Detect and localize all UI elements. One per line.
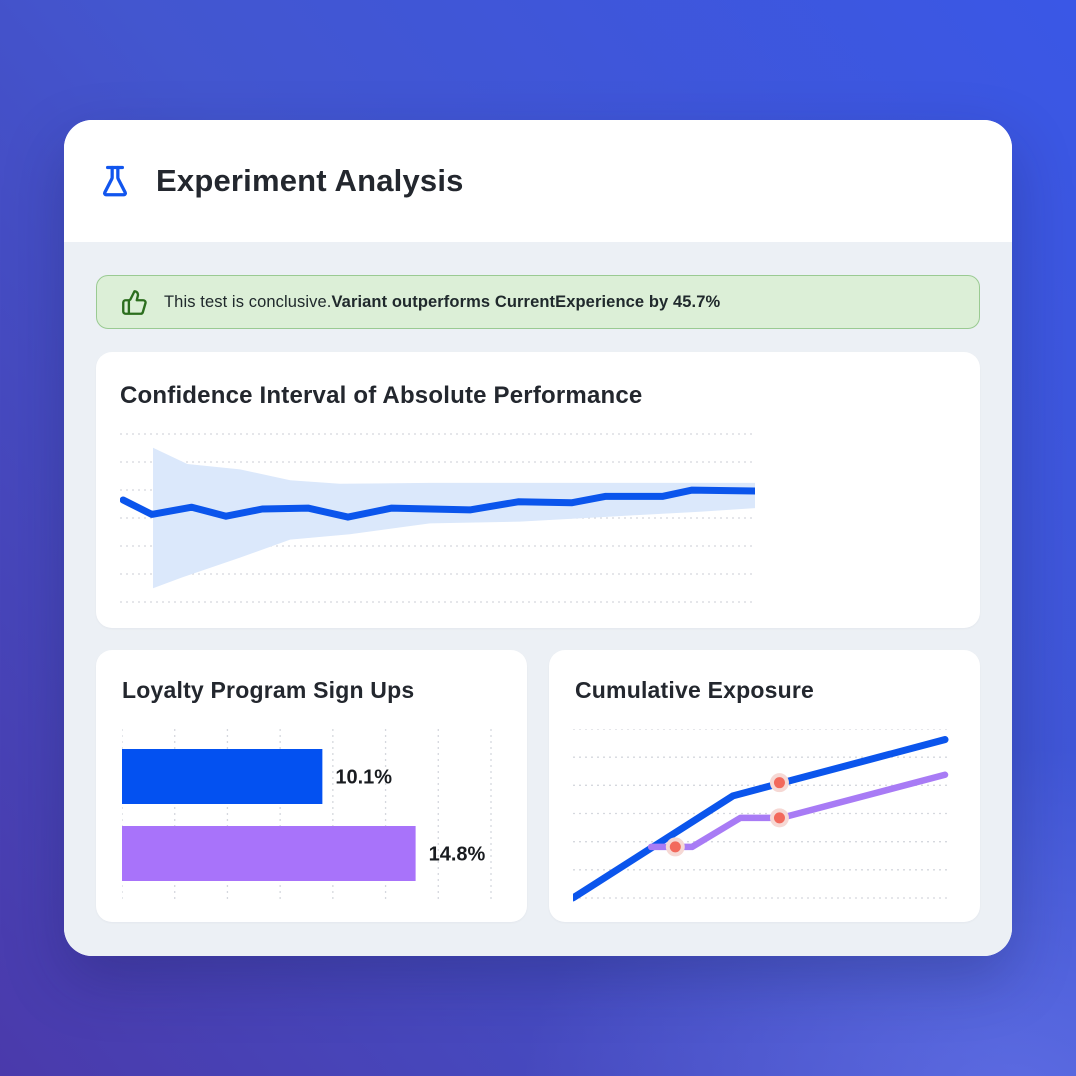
experiment-analysis-card: Experiment Analysis This test is conclus… xyxy=(64,120,1012,956)
confidence-chart xyxy=(120,428,755,608)
bar-label: 14.8% xyxy=(429,844,486,866)
banner-text: This test is conclusive.Variant outperfo… xyxy=(164,293,720,312)
exposure-chart xyxy=(573,729,955,905)
marker-dot xyxy=(669,841,681,853)
thumbs-up-icon xyxy=(121,289,148,316)
banner-text-bold: Variant outperforms CurrentExperience by… xyxy=(331,292,721,311)
bar-label: 10.1% xyxy=(335,767,392,789)
variant-exposure-line xyxy=(573,736,949,902)
exposure-chart-svg xyxy=(573,729,951,902)
confidence-interval-card: Confidence Interval of Absolute Performa… xyxy=(96,352,980,628)
flask-icon xyxy=(98,164,132,198)
exposure-card-title: Cumulative Exposure xyxy=(575,677,814,703)
bottom-cards-row: Loyalty Program Sign Ups 10.1% 14.8% Cumu… xyxy=(96,650,980,922)
loyalty-card-title: Loyalty Program Sign Ups xyxy=(122,677,415,703)
success-banner: This test is conclusive.Variant outperfo… xyxy=(96,275,980,329)
page-title: Experiment Analysis xyxy=(156,163,464,198)
current-exposure-line xyxy=(647,771,949,851)
marker-dot xyxy=(773,777,785,789)
app-header: Experiment Analysis xyxy=(64,120,1012,242)
loyalty-chart-svg: 10.1% 14.8% xyxy=(122,729,492,899)
bar xyxy=(122,826,416,881)
estimate-line xyxy=(120,486,755,521)
confidence-chart-svg xyxy=(120,433,755,603)
loyalty-signups-card: Loyalty Program Sign Ups 10.1% 14.8% xyxy=(96,650,527,922)
marker-dot xyxy=(773,812,785,824)
confidence-card-title: Confidence Interval of Absolute Performa… xyxy=(120,382,643,409)
app-body: This test is conclusive.Variant outperfo… xyxy=(64,242,1012,956)
banner-text-regular: This test is conclusive. xyxy=(164,292,332,311)
loyalty-chart: 10.1% 14.8% xyxy=(122,729,527,899)
bar xyxy=(122,749,323,804)
cumulative-exposure-card: Cumulative Exposure xyxy=(549,650,980,922)
confidence-band xyxy=(153,447,755,589)
